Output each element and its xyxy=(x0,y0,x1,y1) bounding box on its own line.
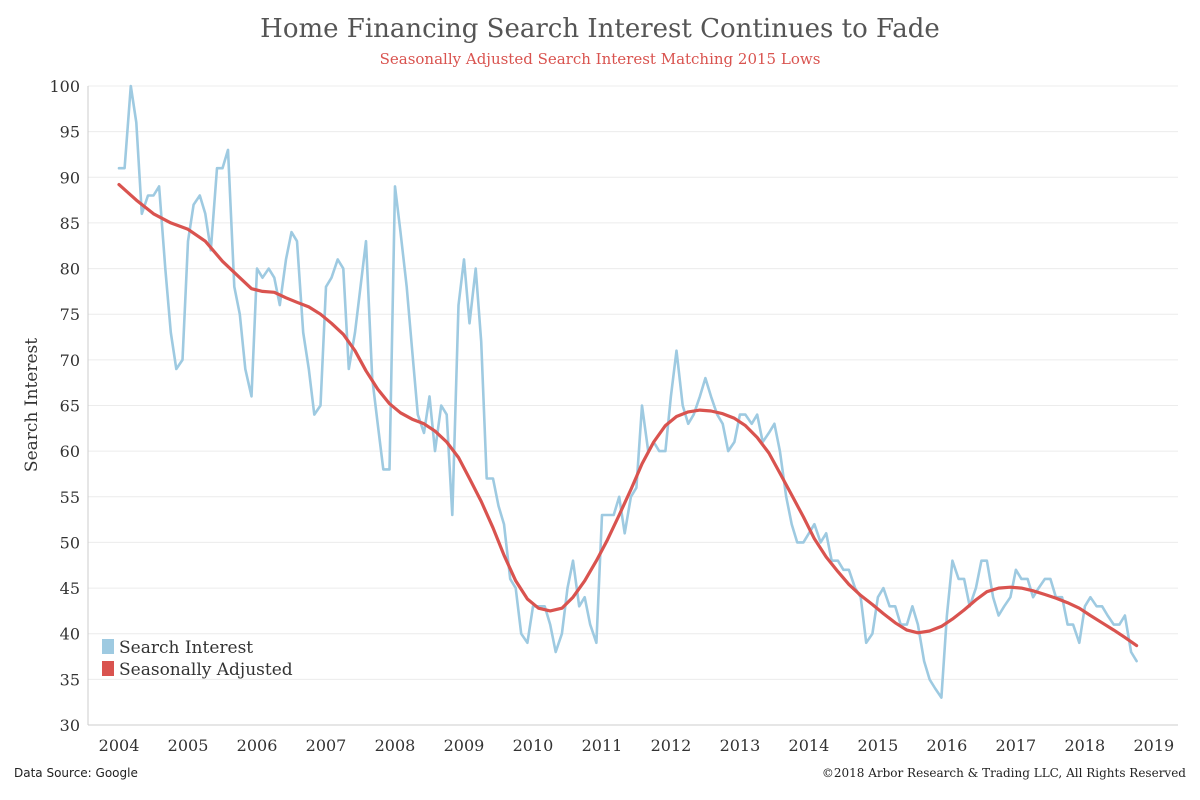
x-tick-label: 2013 xyxy=(720,736,761,755)
y-tick-label: 80 xyxy=(60,260,80,279)
x-tick-label: 2019 xyxy=(1133,736,1174,755)
y-tick-label: 35 xyxy=(60,670,80,689)
x-tick-label: 2014 xyxy=(789,736,830,755)
legend-label-search-interest: Search Interest xyxy=(119,638,253,658)
x-tick-label: 2008 xyxy=(375,736,416,755)
y-tick-label: 70 xyxy=(60,351,80,370)
x-tick-label: 2016 xyxy=(927,736,968,755)
y-tick-label: 40 xyxy=(60,625,80,644)
legend-swatch-search-interest xyxy=(102,639,114,654)
legend-label-seasonally-adjusted: Seasonally Adjusted xyxy=(119,660,293,680)
y-tick-label: 90 xyxy=(60,168,80,187)
legend: Search Interest Seasonally Adjusted xyxy=(102,638,293,680)
y-tick-label: 65 xyxy=(60,397,80,416)
x-tick-label: 2007 xyxy=(306,736,347,755)
x-tick-label: 2004 xyxy=(99,736,140,755)
x-tick-label: 2009 xyxy=(444,736,485,755)
x-tick-label: 2010 xyxy=(513,736,554,755)
y-tick-label: 95 xyxy=(60,123,80,142)
y-tick-label: 50 xyxy=(60,533,80,552)
copyright-note: ©2018 Arbor Research & Trading LLC, All … xyxy=(821,766,1186,780)
x-tick-label: 2018 xyxy=(1065,736,1106,755)
chart-title: Home Financing Search Interest Continues… xyxy=(260,14,940,44)
gridlines xyxy=(87,85,1178,726)
y-tick-label: 45 xyxy=(60,579,80,598)
x-tick-label: 2012 xyxy=(651,736,692,755)
x-tick-label: 2011 xyxy=(582,736,623,755)
x-tick-label: 2017 xyxy=(996,736,1037,755)
y-axis-ticks: 30 35 40 45 50 55 60 65 70 75 80 85 90 95 100 xyxy=(49,77,80,735)
y-tick-label: 55 xyxy=(60,488,80,507)
data-source-note: Data Source: Google xyxy=(14,766,138,780)
x-tick-label: 2015 xyxy=(858,736,899,755)
legend-swatch-seasonally-adjusted xyxy=(102,661,114,676)
y-tick-label: 30 xyxy=(60,716,80,735)
y-axis-label: Search Interest xyxy=(22,338,42,472)
y-tick-label: 85 xyxy=(60,214,80,233)
series-line-search-interest xyxy=(117,84,1138,699)
x-axis-ticks: 2004 2005 2006 2007 2008 2009 2010 2011 2012 2013… xyxy=(99,736,1175,755)
y-tick-label: 100 xyxy=(49,77,80,96)
series-line-seasonally-adjusted xyxy=(117,183,1139,648)
y-tick-label: 75 xyxy=(60,305,80,324)
series-group xyxy=(117,84,1139,699)
y-tick-label: 60 xyxy=(60,442,80,461)
x-tick-label: 2006 xyxy=(237,736,278,755)
chart-subtitle: Seasonally Adjusted Search Interest Matc… xyxy=(379,50,821,68)
x-tick-label: 2005 xyxy=(168,736,209,755)
